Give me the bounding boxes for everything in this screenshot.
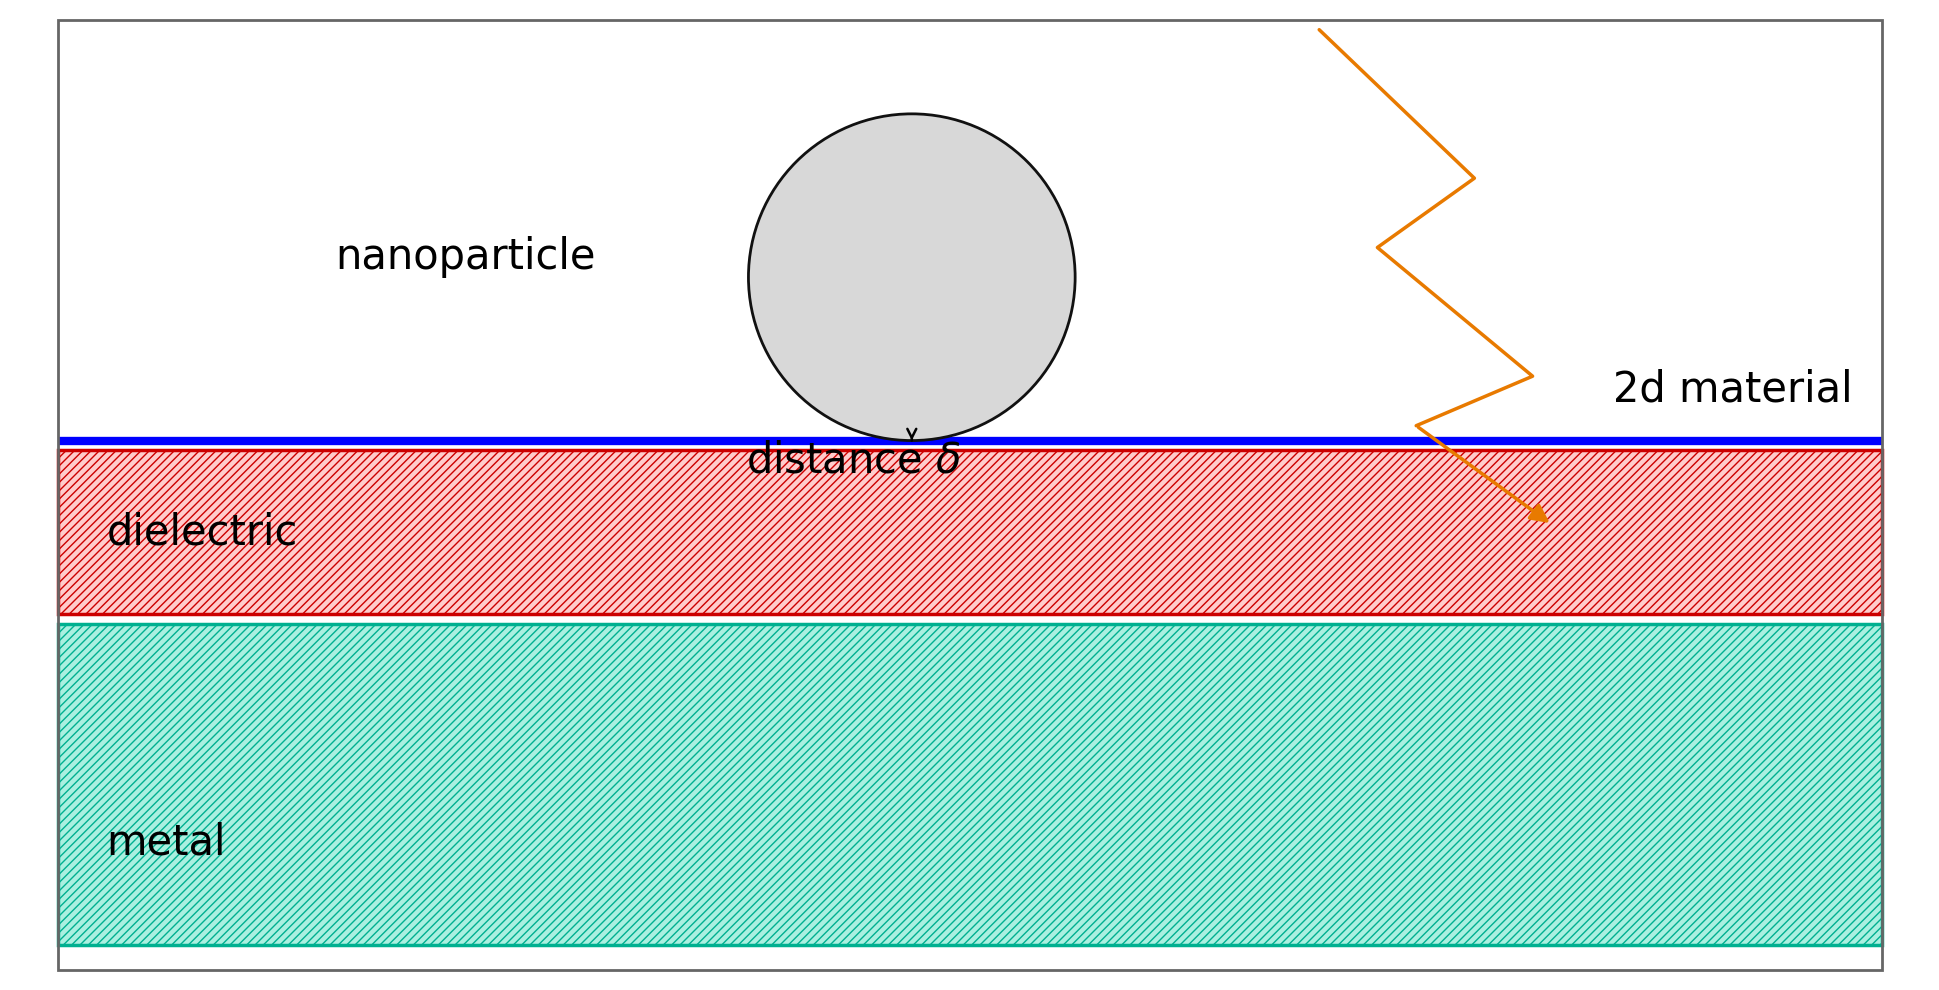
Text: distance $\delta$: distance $\delta$	[747, 440, 960, 481]
Bar	[58, 624, 1881, 945]
Bar	[58, 450, 1881, 614]
Bar	[58, 450, 1881, 614]
Text: nanoparticle: nanoparticle	[335, 237, 595, 278]
Text: metal: metal	[107, 822, 227, 863]
Text: 2d material: 2d material	[1611, 369, 1852, 411]
Bar	[58, 624, 1881, 945]
Ellipse shape	[748, 114, 1074, 441]
Text: dielectric: dielectric	[107, 511, 299, 553]
